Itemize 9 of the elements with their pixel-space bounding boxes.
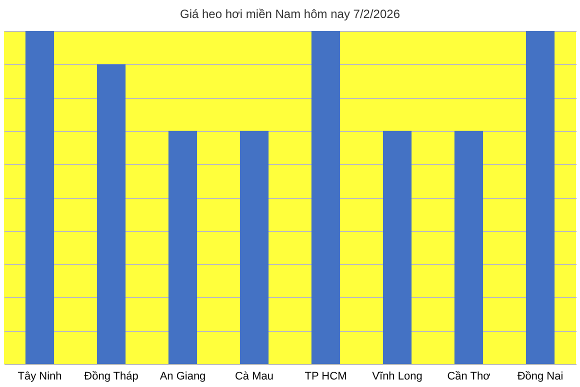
x-tick-label: Đồng Nai [517, 370, 564, 382]
x-tick-label: TP HCM [304, 370, 347, 382]
chart-title: Giá heo hơi miền Nam hôm nay 7/2/2026 [180, 7, 400, 21]
x-tick-label: Cà Mau [234, 370, 274, 382]
x-tick-label: An Giang [160, 370, 206, 382]
x-tick-label: Đồng Tháp [84, 370, 138, 382]
x-tick-label: Tây Ninh [18, 370, 62, 382]
x-tick-label: Vĩnh Long [372, 370, 422, 382]
x-tick-label: Cần Thơ [447, 370, 490, 382]
